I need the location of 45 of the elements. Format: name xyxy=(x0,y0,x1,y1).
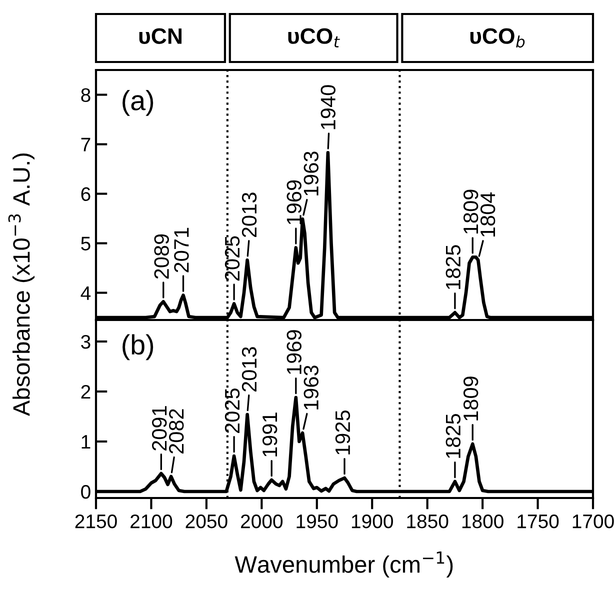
y-tick-label: 8 xyxy=(81,88,90,102)
x-tick-label: 1900 xyxy=(352,514,393,528)
y-tick-label: 5 xyxy=(81,236,90,251)
text: υCN xyxy=(139,28,182,44)
y-tick-label: 4 xyxy=(80,286,91,300)
y-tick-label: 3 xyxy=(81,334,90,349)
y-tick-label: 0 xyxy=(81,484,90,499)
annotation: 1825 xyxy=(446,414,461,458)
x-tick-label: 1700 xyxy=(572,514,614,528)
x-tick-label: 2100 xyxy=(130,514,172,528)
annotation: 1963 xyxy=(304,152,318,196)
annotation: 1804 xyxy=(480,192,496,237)
y-tick-label: 6 xyxy=(81,187,90,201)
annotation: 1991 xyxy=(262,412,278,456)
annotation: 1969 xyxy=(286,180,302,224)
y-axis-title: Absorbance (x10$^{−3}$ A.U.) xyxy=(8,153,34,416)
x-tick-label: 2000 xyxy=(241,514,283,528)
x-tick-label: 1800 xyxy=(462,514,504,528)
annotation: 2013 xyxy=(242,192,257,238)
annotation: 2025 xyxy=(224,236,240,281)
x-tick-label: 1950 xyxy=(296,514,338,528)
annotation: 2091 xyxy=(152,406,167,450)
annotation: 1940 xyxy=(320,85,336,130)
y-tick-label: 1 xyxy=(82,435,90,449)
annotation: (b) xyxy=(122,334,154,360)
x-tick-label: 2150 xyxy=(75,514,117,528)
annotation: 2082 xyxy=(169,409,184,454)
annotation: 1825 xyxy=(446,245,461,289)
annotation: 1963 xyxy=(304,366,318,410)
annotation: 1809 xyxy=(463,376,478,420)
annotation: 2013 xyxy=(242,347,257,392)
text: υCO$_{t}$ xyxy=(288,28,340,48)
y-tick-label: 7 xyxy=(81,138,90,152)
x-tick-label: 2050 xyxy=(186,514,228,528)
x-tick-label: 1750 xyxy=(518,514,559,528)
text: υCO$_{b}$ xyxy=(470,28,525,48)
annotation: 2071 xyxy=(174,228,189,272)
annotation: 1969 xyxy=(286,330,302,374)
x-axis-title: Wavenumber (cm$^{−1}$) xyxy=(234,552,453,578)
annotation: 1809 xyxy=(463,190,478,234)
x-tick-label: 1850 xyxy=(407,514,448,528)
annotation: 1925 xyxy=(335,410,350,454)
annotation: (a) xyxy=(122,90,154,116)
annotation: 2089 xyxy=(154,234,169,279)
y-tick-label: 2 xyxy=(81,384,90,399)
